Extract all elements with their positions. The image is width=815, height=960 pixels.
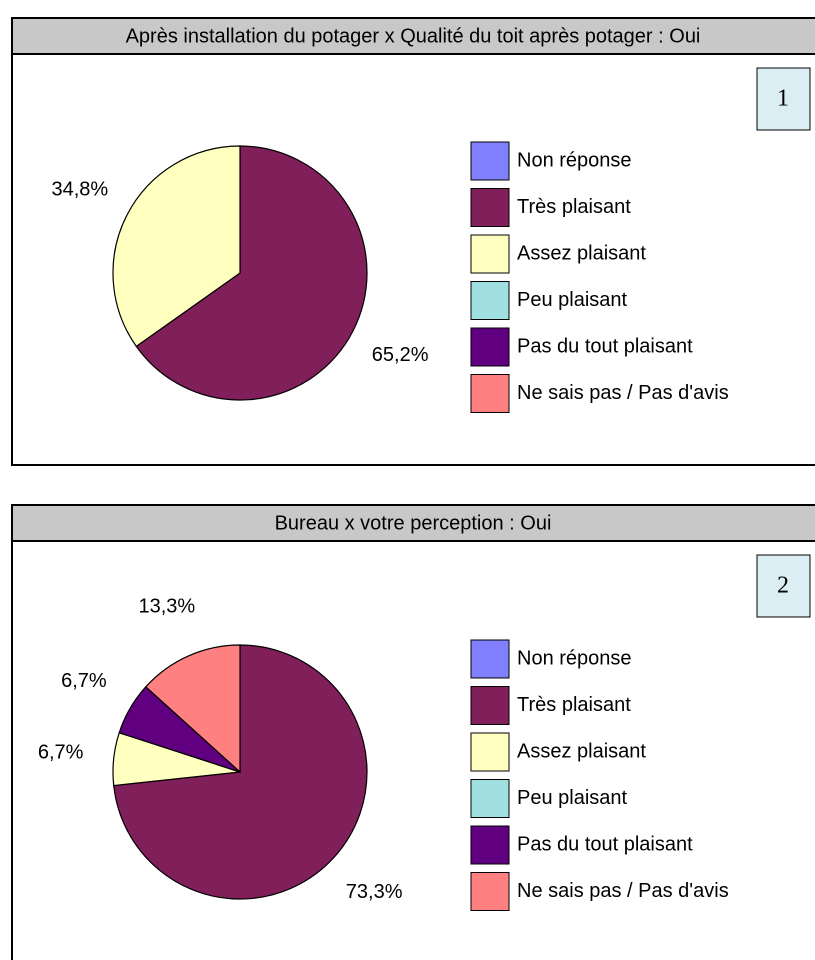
legend-swatch [470,374,510,413]
legend-label: Non réponse [517,647,632,669]
legend-swatch [470,872,510,911]
panel-title-bar [11,17,815,55]
legend-swatch [470,779,510,818]
slice-label: 34,8% [51,178,108,200]
panel-title: Bureau x votre perception : Oui [275,512,552,534]
legend-label: Peu plaisant [517,787,628,809]
legend-swatch [470,732,510,772]
legend-label: Ne sais pas / Pas d'avis [517,880,729,902]
legend-label: Pas du tout plaisant [517,833,693,855]
slice-label: 13,3% [138,595,195,617]
legend-swatch [470,686,510,725]
legend-swatch [470,327,510,367]
slice-label: 73,3% [346,881,403,903]
panel-number: 2 [777,573,789,599]
legend-swatch [470,188,510,227]
legend-label: Très plaisant [517,196,631,218]
legend-label: Non réponse [517,149,632,171]
legend-label: Assez plaisant [517,242,646,264]
slice-label: 6,7% [38,742,84,764]
pie-slice [135,145,368,401]
panel-number-box [756,67,811,131]
legend-swatch [470,234,510,274]
panel-number: 1 [777,86,789,112]
pie-slice [144,644,241,774]
legend-swatch [470,639,510,679]
legend-label: Pas du tout plaisant [517,335,693,357]
legend-label: Très plaisant [517,694,631,716]
legend-label: Peu plaisant [517,289,628,311]
panel-number-box [756,554,811,618]
legend-label: Ne sais pas / Pas d'avis [517,382,729,404]
legend-swatch [470,141,510,181]
panel-title-bar [11,504,815,542]
pie-slice [112,145,241,348]
legend-label: Assez plaisant [517,740,646,762]
legend-swatch [470,281,510,320]
legend-swatch [470,825,510,865]
panel-title: Après installation du potager x Qualité … [126,25,701,47]
slice-label: 65,2% [372,344,429,366]
slice-label: 6,7% [61,670,107,692]
